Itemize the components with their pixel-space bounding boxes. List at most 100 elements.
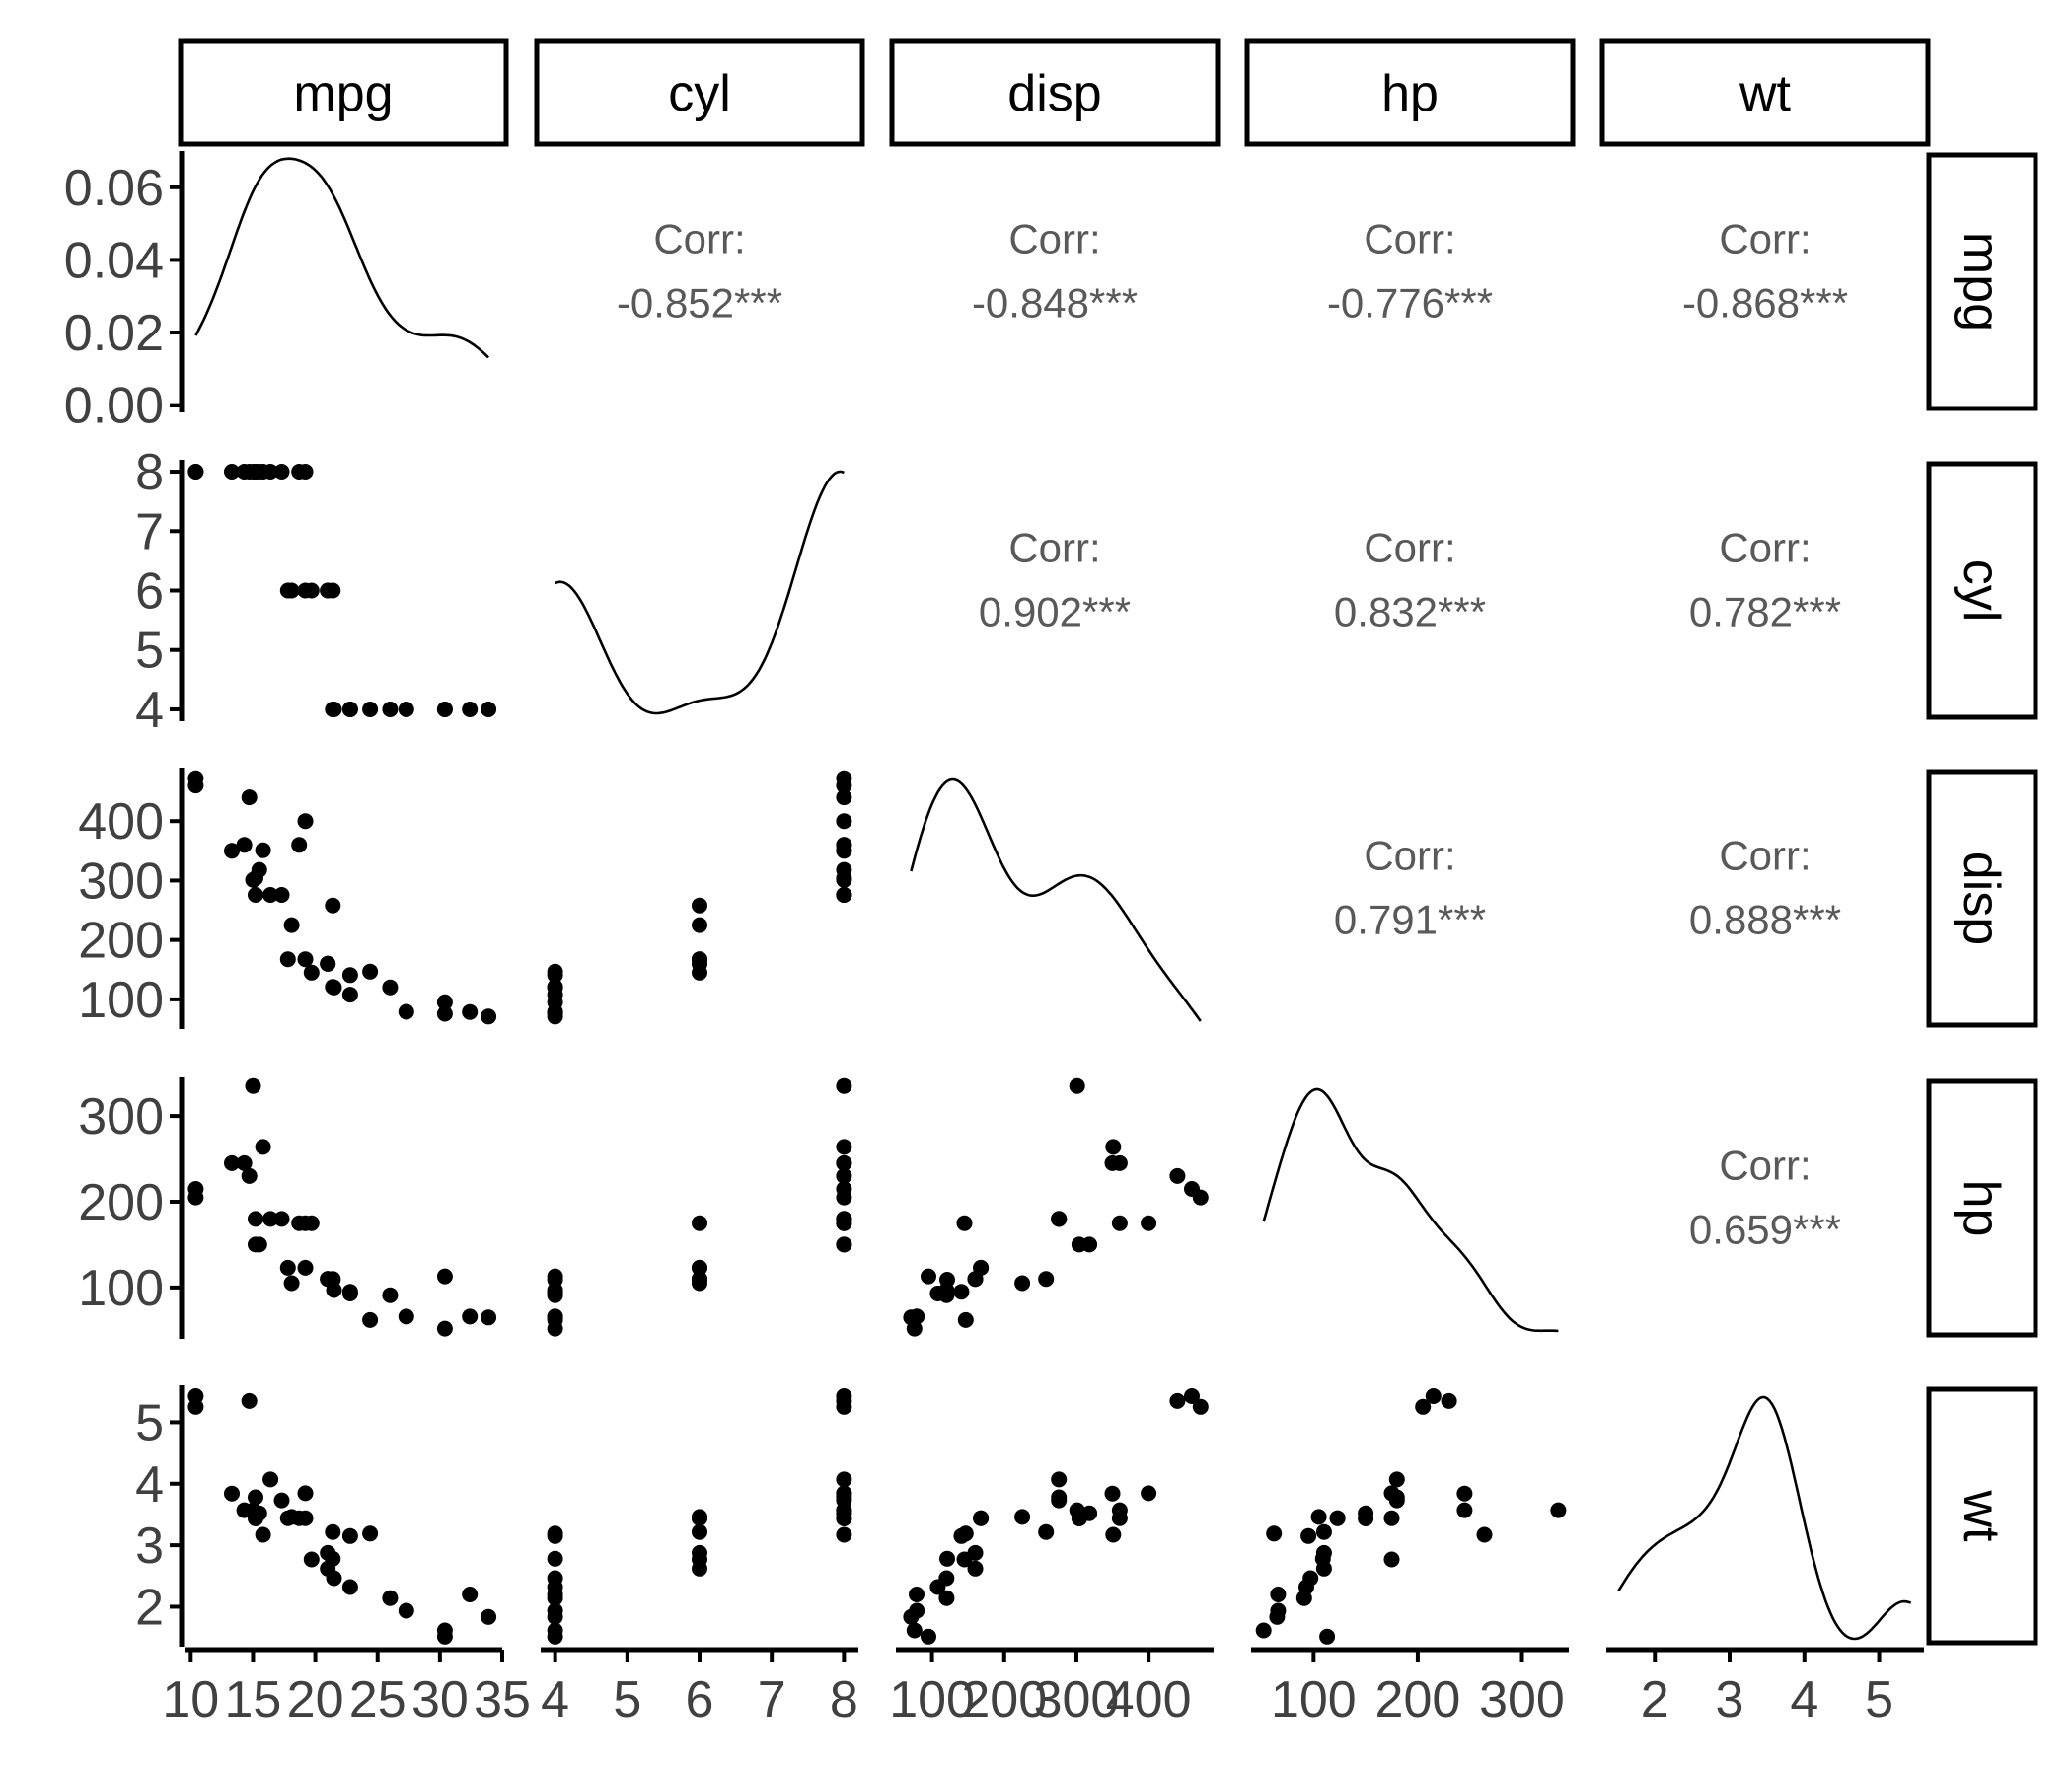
corr-label-mpg-disp: Corr:	[1008, 216, 1100, 262]
point-wt-vs-mpg	[326, 1570, 342, 1587]
y-tick-label-disp: 400	[78, 793, 164, 851]
point-hp-vs-disp	[1111, 1215, 1128, 1231]
point-wt-vs-hp	[1329, 1510, 1346, 1526]
point-hp-vs-mpg	[436, 1268, 453, 1285]
point-hp-vs-mpg	[398, 1308, 414, 1325]
point-hp-vs-disp	[1069, 1077, 1085, 1094]
point-disp-vs-mpg	[436, 1005, 453, 1022]
point-disp-vs-mpg	[245, 871, 261, 888]
point-disp-vs-mpg	[291, 837, 308, 853]
point-disp-vs-mpg	[283, 917, 300, 933]
x-tick-label-wt: 2	[1641, 1671, 1669, 1729]
y-tick-label-mpg: 0.00	[64, 378, 164, 435]
point-hp-vs-mpg	[187, 1181, 204, 1197]
y-tick-label-mpg: 0.02	[64, 305, 164, 362]
point-disp-vs-cyl	[692, 917, 707, 933]
point-hp-vs-mpg	[224, 1154, 240, 1171]
corr-value-mpg-cyl: -0.852***	[617, 280, 782, 327]
strip-col-label-disp: disp	[1007, 65, 1101, 122]
point-wt-vs-disp	[1051, 1471, 1068, 1488]
point-wt-vs-hp	[1314, 1550, 1331, 1567]
x-tick-label-wt: 5	[1865, 1671, 1893, 1729]
point-wt-vs-hp	[1302, 1570, 1319, 1587]
point-wt-vs-cyl	[547, 1527, 563, 1544]
point-hp-vs-mpg	[481, 1309, 497, 1326]
point-hp-vs-disp	[953, 1284, 970, 1300]
point-wt-vs-hp	[1441, 1392, 1457, 1409]
point-hp-vs-disp	[1141, 1215, 1157, 1231]
y-tick-label-cyl: 8	[135, 444, 164, 501]
point-wt-vs-disp	[956, 1551, 973, 1568]
point-wt-vs-hp	[1383, 1485, 1400, 1502]
corr-value-cyl-disp: 0.902***	[979, 589, 1131, 635]
point-disp-vs-cyl	[836, 842, 852, 858]
point-cyl-vs-mpg	[382, 702, 399, 717]
y-tick-label-wt: 2	[135, 1579, 164, 1636]
x-tick-label-disp: 100	[889, 1671, 975, 1729]
point-disp-vs-mpg	[341, 967, 358, 984]
y-tick-label-disp: 200	[78, 913, 164, 970]
strip-row-label-mpg: mpg	[1953, 232, 2010, 332]
point-wt-vs-hp	[1270, 1602, 1287, 1619]
point-disp-vs-mpg	[279, 951, 296, 968]
point-disp-vs-cyl	[692, 897, 707, 914]
point-disp-vs-mpg	[320, 955, 336, 972]
x-tick-label-mpg: 30	[411, 1671, 469, 1729]
point-wt-vs-hp	[1415, 1398, 1432, 1415]
corr-value-cyl-hp: 0.832***	[1334, 589, 1486, 635]
point-disp-vs-cyl	[836, 789, 852, 806]
strip-col-label-hp: hp	[1381, 65, 1439, 122]
corr-value-disp-wt: 0.888***	[1689, 897, 1841, 943]
strip-col-label-wt: wt	[1739, 65, 1792, 122]
point-hp-vs-cyl	[692, 1215, 707, 1231]
point-disp-vs-mpg	[462, 1003, 479, 1020]
point-disp-vs-cyl	[692, 951, 707, 968]
strip-row-disp	[1926, 769, 2038, 1028]
density-curve-mpg	[194, 157, 490, 359]
corr-label-mpg-hp: Corr:	[1364, 216, 1455, 262]
strip-col-label-cyl: cyl	[668, 65, 731, 122]
x-tick-label-disp: 400	[1106, 1671, 1192, 1729]
point-hp-vs-cyl	[836, 1236, 852, 1253]
point-disp-vs-mpg	[325, 979, 341, 996]
point-wt-vs-hp	[1255, 1622, 1272, 1639]
corr-label-cyl-wt: Corr:	[1719, 525, 1811, 571]
point-wt-vs-disp	[906, 1622, 923, 1639]
point-wt-vs-disp	[1105, 1526, 1122, 1543]
point-hp-vs-disp	[921, 1268, 936, 1285]
corr-label-cyl-hp: Corr:	[1364, 525, 1455, 571]
strip-row-label-wt: wt	[1953, 1490, 2010, 1543]
point-hp-vs-disp	[957, 1311, 974, 1328]
point-wt-vs-mpg	[224, 1485, 240, 1502]
y-tick-label-wt: 5	[135, 1394, 164, 1451]
density-curve-cyl	[555, 470, 845, 715]
point-hp-vs-cyl	[836, 1139, 852, 1155]
point-wt-vs-mpg	[382, 1590, 399, 1606]
point-wt-vs-disp	[1192, 1398, 1209, 1415]
point-hp-vs-mpg	[236, 1154, 253, 1171]
point-disp-vs-mpg	[398, 1003, 414, 1020]
point-hp-vs-mpg	[283, 1275, 300, 1292]
point-wt-vs-mpg	[187, 1388, 204, 1404]
point-wt-vs-mpg	[279, 1510, 296, 1526]
point-wt-vs-disp	[939, 1550, 955, 1567]
point-wt-vs-mpg	[303, 1551, 320, 1568]
corr-label-mpg-cyl: Corr:	[653, 216, 745, 262]
point-hp-vs-cyl	[547, 1320, 563, 1337]
point-cyl-vs-mpg	[303, 582, 320, 599]
point-hp-vs-disp	[1038, 1271, 1055, 1288]
point-hp-vs-mpg	[341, 1284, 358, 1300]
point-wt-vs-mpg	[245, 1502, 261, 1518]
point-wt-vs-hp	[1300, 1527, 1317, 1544]
point-wt-vs-mpg	[462, 1587, 479, 1602]
point-wt-vs-hp	[1456, 1485, 1473, 1502]
point-cyl-vs-mpg	[273, 464, 290, 480]
point-wt-vs-hp	[1388, 1471, 1405, 1488]
x-tick-label-wt: 3	[1716, 1671, 1744, 1729]
point-hp-vs-disp	[973, 1259, 990, 1276]
point-hp-vs-mpg	[362, 1311, 379, 1328]
x-tick-label-mpg: 35	[474, 1671, 531, 1729]
point-wt-vs-disp	[973, 1510, 990, 1526]
point-disp-vs-mpg	[362, 963, 379, 980]
density-curve-disp	[910, 777, 1202, 1022]
